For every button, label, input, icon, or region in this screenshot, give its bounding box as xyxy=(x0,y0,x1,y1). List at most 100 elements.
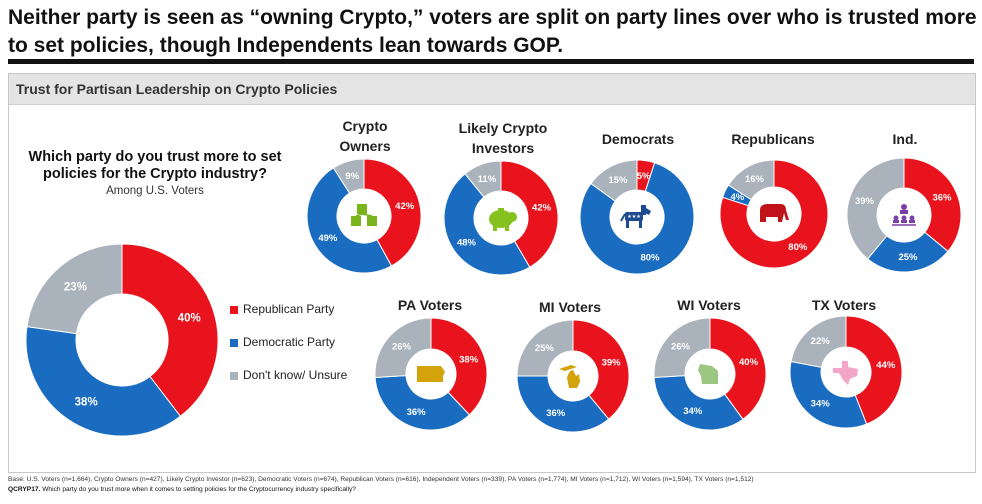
donut-segment-republican xyxy=(845,315,903,425)
elephant-icon xyxy=(760,204,789,222)
legend-swatch-democratic xyxy=(230,339,238,347)
data-label-republican: 40% xyxy=(739,357,759,368)
data-label-democratic: 34% xyxy=(683,406,703,417)
donut-tx-voters: 44% 34% 22% xyxy=(789,315,903,429)
donut-segment-democratic xyxy=(306,167,393,274)
donut-likely-investors: 42% 48% 11% xyxy=(443,160,559,276)
svg-text:★★★: ★★★ xyxy=(627,214,641,220)
data-label-democratic: 48% xyxy=(457,237,477,248)
donut-segment-republican xyxy=(121,243,219,417)
data-label-republican: 39% xyxy=(602,358,622,369)
data-label-republican: 5% xyxy=(637,171,651,182)
data-label-unsure: 15% xyxy=(608,175,628,186)
data-label-democratic: 49% xyxy=(318,233,338,244)
footnote-question-text: Which party do you trust more when it co… xyxy=(40,486,356,493)
legend-label-republican: Republican Party xyxy=(243,302,335,316)
donut-segment-democratic xyxy=(789,360,868,429)
donut-segment-republican xyxy=(719,159,829,269)
data-label-unsure: 26% xyxy=(671,342,691,353)
donut-segment-democratic xyxy=(25,326,182,437)
data-label-democratic: 36% xyxy=(546,408,566,419)
donut-segment-democratic xyxy=(579,162,695,275)
data-label-unsure: 16% xyxy=(745,174,765,185)
donut-segment-unsure xyxy=(790,315,847,368)
data-label-democratic: 80% xyxy=(640,252,660,263)
donut-segment-unsure xyxy=(26,243,123,335)
donut-segment-democratic xyxy=(866,231,949,273)
group-title-democrats: Democrats xyxy=(601,131,675,147)
footnote-base: Base: U.S. Voters (n=1,664), Crypto Owne… xyxy=(8,476,754,483)
donut-segment-unsure xyxy=(464,160,502,198)
donut-segment-unsure xyxy=(332,158,365,194)
panel-header: Trust for Partisan Leadership on Crypto … xyxy=(9,74,975,105)
donut-segment-republican xyxy=(572,319,630,420)
group-title-wi-voters: WI Voters xyxy=(677,297,741,313)
donkey-icon: ★★★ xyxy=(620,205,651,228)
donut-pa-voters: 38% 36% 26% xyxy=(374,317,488,431)
chart-panel: Trust for Partisan Leadership on Crypto … xyxy=(8,73,976,473)
legend-swatch-republican xyxy=(230,306,238,314)
people-hierarchy-icon xyxy=(892,204,916,226)
legend-label-unsure: Don't know/ Unsure xyxy=(243,368,348,382)
footnote-question-code: QCRYP17. xyxy=(8,486,41,493)
group-title-republicans: Republicans xyxy=(731,131,815,147)
footnote-question: QCRYP17. Which party do you trust more w… xyxy=(8,486,356,493)
wisconsin-map-icon xyxy=(698,364,718,384)
data-label-democratic: 34% xyxy=(811,399,831,410)
donut-democrats: 5% 80% 15% ★★★ xyxy=(579,159,695,275)
michigan-map-icon xyxy=(559,365,580,388)
group-title-mi-voters: MI Voters xyxy=(539,299,601,315)
donut-segment-unsure xyxy=(653,317,711,379)
data-label-unsure: 9% xyxy=(345,171,359,182)
data-label-republican: 38% xyxy=(459,355,479,366)
donut-republicans: 80% 4%16% xyxy=(719,159,829,269)
donut-segment-unsure xyxy=(727,159,775,201)
data-label-democratic: 36% xyxy=(407,407,427,418)
donut-segment-republican xyxy=(363,158,422,267)
donut-segment-unsure xyxy=(374,317,432,379)
donut-segment-democratic xyxy=(653,375,744,431)
data-label-unsure: 26% xyxy=(392,342,412,353)
group-title-tx-voters: TX Voters xyxy=(811,297,877,313)
data-label-unsure: 22% xyxy=(811,336,831,347)
headline-rule xyxy=(8,59,974,64)
data-label-democratic: 38% xyxy=(75,396,98,408)
legend-swatch-unsure xyxy=(230,372,238,380)
data-label-republican: 42% xyxy=(532,202,552,213)
data-label-republican: 36% xyxy=(932,193,952,204)
data-label-republican: 44% xyxy=(876,360,896,371)
legend-label-democratic: Democratic Party xyxy=(243,335,336,349)
data-label-unsure: 25% xyxy=(535,343,555,354)
donut-segment-unsure xyxy=(516,319,574,377)
group-title-independents: Ind. xyxy=(892,131,918,147)
headline: Neither party is seen as “owning Crypto,… xyxy=(8,6,977,57)
data-label-republican: 40% xyxy=(178,312,201,324)
piggy-bank-icon xyxy=(489,208,517,231)
donut-segment-republican xyxy=(709,317,767,421)
donut-segment-democratic xyxy=(443,173,531,276)
donut-segment-republican xyxy=(903,157,962,253)
donut-wi-voters: 40% 34% 26% xyxy=(653,317,767,431)
donut-segment-democratic xyxy=(516,375,610,433)
donut-segment-unsure xyxy=(846,157,905,260)
donut-crypto-owners: 42% 49% 9% xyxy=(306,158,422,274)
data-label-unsure: 39% xyxy=(855,196,875,207)
donut-segment-democratic xyxy=(374,375,471,431)
data-label-unsure: 11% xyxy=(478,174,497,185)
question-text: Which party do you trust more to set pol… xyxy=(28,149,282,182)
data-label-democratic: 4% xyxy=(730,192,744,203)
pennsylvania-map-icon xyxy=(417,366,445,382)
group-title-crypto-owners: Crypto Owners xyxy=(339,118,391,154)
data-label-democratic: 25% xyxy=(898,252,918,263)
question-subtitle: Among U.S. Voters xyxy=(106,185,204,197)
donut-independents: 36% 25% 39% xyxy=(846,157,962,273)
donut-segment-republican xyxy=(500,160,559,268)
group-title-pa-voters: PA Voters xyxy=(397,297,463,313)
donut-mi-voters: 39% 36% 25% xyxy=(516,319,630,433)
data-label-republican: 42% xyxy=(395,201,415,212)
panel-title: Trust for Partisan Leadership on Crypto … xyxy=(16,81,338,97)
data-label-republican: 80% xyxy=(788,242,808,253)
texas-map-icon xyxy=(833,361,858,385)
data-label-unsure: 23% xyxy=(64,282,87,294)
donut-us-voters: 40% 38% 23% xyxy=(25,243,219,437)
